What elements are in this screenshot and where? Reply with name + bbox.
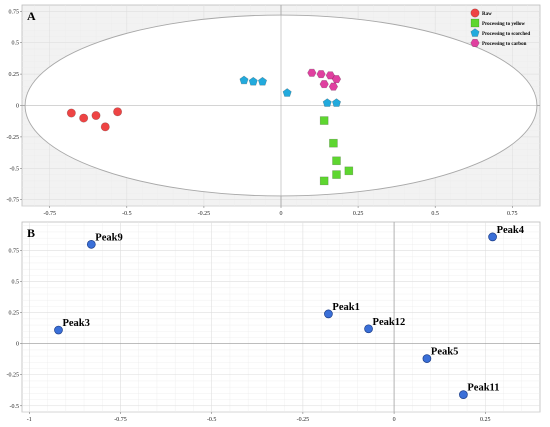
x-tick-label: 0 (280, 211, 283, 217)
y-tick-label: 0.5 (12, 41, 20, 47)
panel-a: -0.75 -0.5 -0.25 0 0.25 0.5 0.75 0.75 0.5 0.25 0 -0… (7, 4, 541, 217)
x-tick-label: -0.5 (207, 417, 217, 423)
x-tick-label: 0.5 (431, 211, 439, 217)
point-processing-to-carbon (328, 82, 339, 91)
y-tick-label: -0.25 (7, 135, 20, 141)
x-tick-label: 0.25 (353, 211, 364, 217)
legend-entry-processing-to-scorched: Processing to scorched (482, 32, 530, 37)
point-processing-to-yellow (319, 116, 329, 125)
x-tick-label: -0.25 (198, 211, 211, 217)
point-peak1 (324, 309, 333, 319)
point-label-peak12: Peak12 (373, 317, 406, 328)
panel-label: B (27, 226, 35, 240)
legend-entry-processing-to-carbon: Processing to carbon (482, 42, 527, 47)
y-tick-label: -0.75 (7, 198, 20, 204)
panel-b: -1 -0.75 -0.5 -0.25 0 0.25 0.75 0.5 0.25 0 -0.25 -0… (7, 221, 541, 423)
point-processing-to-yellow (332, 156, 341, 166)
point-label-peak11: Peak11 (467, 383, 499, 394)
x-tick-label: 0.25 (480, 417, 491, 423)
legend-entry-processing-to-yellow: Processing to yellow (482, 22, 525, 27)
plot-area (21, 221, 541, 413)
y-tick-label: 0.5 (12, 280, 20, 286)
point-label-peak5: Peak5 (431, 347, 458, 358)
point-processing-to-carbon (316, 70, 326, 79)
legend-marker-raw (470, 8, 480, 18)
y-tick-label: -0.5 (10, 166, 20, 172)
point-processing-to-scorched (239, 75, 249, 85)
x-tick-label: 0.75 (507, 211, 518, 217)
point-raw (66, 108, 76, 118)
point-processing-to-yellow (344, 166, 354, 176)
point-processing-to-scorched (257, 76, 268, 86)
point-processing-to-scorched (282, 88, 292, 97)
point-processing-to-scorched (248, 76, 258, 86)
point-processing-to-yellow (319, 176, 329, 186)
point-processing-to-carbon (331, 75, 342, 84)
x-tick-label: -0.5 (122, 211, 132, 217)
legend-marker-processing-to-yellow (470, 18, 480, 28)
y-tick-label: 0.25 (9, 72, 20, 78)
point-peak4 (488, 232, 497, 242)
legend-entry-raw: Raw (482, 12, 492, 17)
point-peak12 (364, 324, 373, 334)
point-processing-to-yellow (329, 138, 338, 148)
y-tick-label: 0 (16, 342, 19, 348)
y-tick-label: 0.75 (9, 9, 20, 15)
point-raw (79, 113, 89, 123)
y-tick-label: -0.5 (10, 404, 20, 410)
legend-marker-processing-to-scorched (470, 28, 480, 37)
y-tick-label: 0.75 (9, 249, 20, 255)
point-processing-to-scorched (331, 98, 342, 107)
point-processing-to-scorched (322, 98, 332, 107)
point-peak11 (459, 390, 468, 399)
y-tick-label: 0 (16, 104, 19, 110)
point-peak5 (422, 354, 432, 363)
point-processing-to-carbon (307, 68, 317, 77)
point-processing-to-carbon (319, 80, 329, 89)
y-tick-label: -0.25 (7, 373, 20, 379)
x-tick-label: 0 (393, 417, 396, 423)
point-label-peak3: Peak3 (62, 318, 89, 329)
x-tick-label: -1 (27, 417, 32, 423)
panel-label: A (27, 9, 36, 23)
point-raw (91, 111, 101, 121)
point-peak9 (86, 240, 96, 249)
legend-marker-processing-to-carbon (470, 38, 480, 48)
point-peak3 (54, 325, 63, 335)
x-tick-label: -0.25 (297, 417, 310, 423)
point-raw (100, 122, 110, 132)
point-label-peak4: Peak4 (497, 225, 525, 236)
point-raw (113, 107, 123, 117)
point-label-peak1: Peak1 (332, 302, 359, 313)
x-tick-label: -0.75 (114, 417, 127, 423)
x-tick-label: -0.75 (44, 211, 57, 217)
point-processing-to-yellow (332, 170, 341, 179)
point-label-peak9: Peak9 (95, 232, 122, 243)
y-tick-label: 0.25 (9, 311, 20, 317)
